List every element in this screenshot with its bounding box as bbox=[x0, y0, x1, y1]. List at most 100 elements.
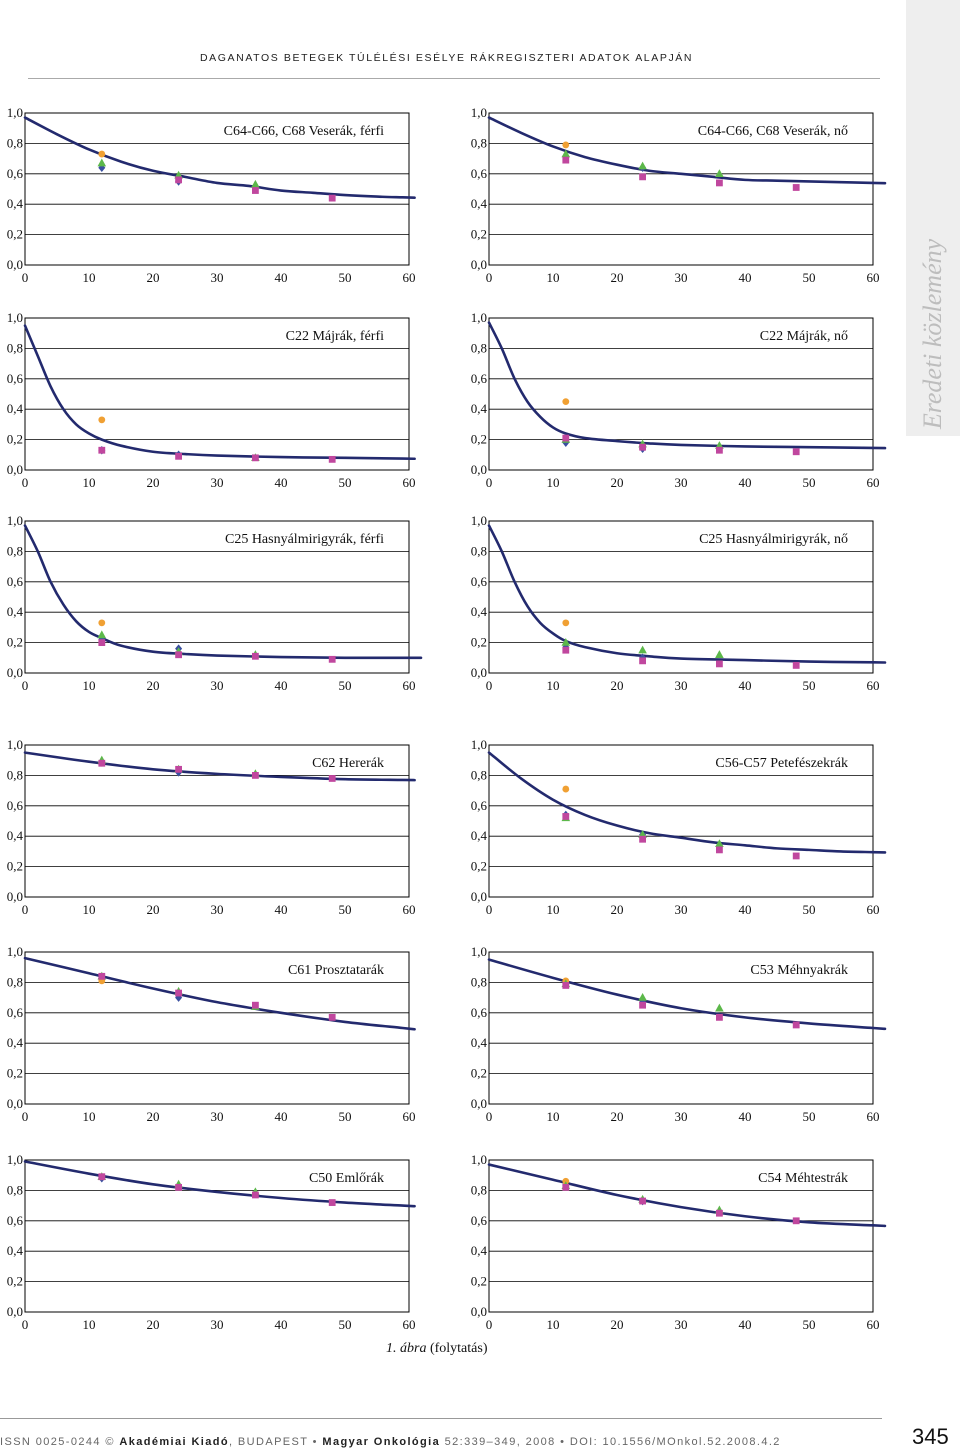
chart-title: C64-C66, C68 Veserák, férfi bbox=[224, 124, 384, 139]
footer-journal: Magyar Onkológia bbox=[322, 1436, 441, 1448]
chart-title: C61 Prosztatarák bbox=[288, 963, 384, 978]
y-tick-label: 0,4 bbox=[7, 1035, 24, 1050]
y-tick-label: 0,0 bbox=[7, 462, 23, 477]
x-tick-label: 10 bbox=[83, 475, 96, 490]
y-tick-label: 0,0 bbox=[471, 1304, 487, 1319]
chart-panel: 0,0 0,2 0,4 0,6 0,8 1,0 0 10 20 30 40 50 60 C64-C66, … bbox=[7, 105, 416, 285]
x-tick-label: 10 bbox=[83, 270, 96, 285]
x-tick-label: 50 bbox=[339, 678, 352, 693]
chart-panel: 0,0 0,2 0,4 0,6 0,8 1,0 0 10 20 30 40 50 60 C53 Méhny… bbox=[471, 944, 887, 1124]
x-tick-label: 50 bbox=[803, 678, 816, 693]
y-tick-label: 1,0 bbox=[7, 310, 23, 325]
chart-title: C64-C66, C68 Veserák, nő bbox=[698, 124, 848, 139]
survival-curve bbox=[487, 1163, 887, 1228]
data-point-triangle bbox=[561, 638, 571, 646]
x-tick-label: 20 bbox=[611, 270, 624, 285]
data-point-square bbox=[639, 657, 646, 665]
x-tick-label: 20 bbox=[611, 902, 624, 917]
y-tick-label: 0,8 bbox=[7, 974, 23, 989]
chart-title: C62 Hererák bbox=[312, 756, 384, 771]
data-point-square bbox=[252, 454, 259, 462]
data-point-triangle bbox=[715, 169, 724, 177]
x-tick-label: 60 bbox=[867, 1109, 880, 1124]
data-point-square bbox=[175, 1183, 182, 1191]
y-tick-label: 0,0 bbox=[471, 257, 487, 272]
x-tick-label: 20 bbox=[611, 678, 624, 693]
y-tick-label: 0,6 bbox=[471, 798, 488, 813]
y-tick-label: 0,6 bbox=[7, 166, 24, 181]
y-tick-label: 0,8 bbox=[7, 1182, 23, 1197]
data-point-square bbox=[792, 1217, 800, 1225]
data-point-triangle bbox=[97, 158, 107, 167]
x-tick-label: 20 bbox=[147, 678, 160, 693]
y-tick-label: 0,0 bbox=[7, 1096, 23, 1111]
x-tick-label: 60 bbox=[867, 902, 880, 917]
data-point-square bbox=[639, 1197, 646, 1205]
x-tick-label: 0 bbox=[22, 1317, 29, 1332]
data-point-triangle bbox=[561, 149, 571, 158]
y-tick-label: 0,8 bbox=[471, 1182, 487, 1197]
y-tick-label: 1,0 bbox=[471, 310, 487, 325]
y-tick-label: 0,2 bbox=[471, 1066, 487, 1081]
x-tick-label: 10 bbox=[547, 1317, 560, 1332]
y-tick-label: 0,6 bbox=[471, 574, 488, 589]
data-point-square bbox=[98, 759, 106, 767]
y-tick-label: 0,0 bbox=[471, 665, 487, 680]
y-tick-label: 0,4 bbox=[471, 828, 488, 843]
data-point-square bbox=[639, 835, 646, 843]
y-tick-label: 1,0 bbox=[7, 105, 23, 120]
x-tick-label: 30 bbox=[211, 1317, 224, 1332]
x-tick-label: 40 bbox=[739, 475, 752, 490]
y-tick-label: 0,6 bbox=[471, 166, 488, 181]
x-tick-label: 60 bbox=[867, 1317, 880, 1332]
x-tick-label: 30 bbox=[211, 475, 224, 490]
y-tick-label: 0,2 bbox=[7, 1066, 23, 1081]
x-tick-label: 60 bbox=[403, 270, 416, 285]
survival-curve bbox=[487, 321, 887, 450]
chart-title: C50 Emlőrák bbox=[309, 1171, 384, 1186]
data-point-circle bbox=[562, 619, 570, 627]
y-tick-label: 0,4 bbox=[471, 401, 488, 416]
x-tick-label: 40 bbox=[275, 1109, 288, 1124]
data-point-square bbox=[328, 1199, 336, 1206]
plot-frame bbox=[24, 744, 410, 898]
data-point-square bbox=[98, 972, 106, 980]
x-tick-label: 40 bbox=[275, 902, 288, 917]
x-tick-label: 60 bbox=[867, 270, 880, 285]
data-point-square bbox=[328, 655, 336, 663]
y-tick-label: 1,0 bbox=[7, 737, 23, 752]
chart-panel: 0,0 0,2 0,4 0,6 0,8 1,0 0 10 20 30 40 50 60 C25 Hasny… bbox=[7, 513, 423, 693]
y-tick-label: 0,2 bbox=[7, 227, 23, 242]
x-tick-label: 50 bbox=[339, 475, 352, 490]
footer-rule bbox=[0, 1418, 882, 1419]
data-point-circle bbox=[98, 619, 106, 627]
data-point-triangle bbox=[251, 179, 260, 188]
data-point-square bbox=[792, 184, 800, 191]
chart-panel: 0,0 0,2 0,4 0,6 0,8 1,0 0 10 20 30 40 50 60 C62 Herer… bbox=[7, 737, 416, 917]
data-point-square bbox=[716, 846, 723, 854]
y-tick-label: 0,2 bbox=[471, 635, 487, 650]
y-tick-label: 0,4 bbox=[471, 1243, 488, 1258]
y-tick-label: 0,8 bbox=[7, 767, 23, 782]
x-tick-label: 60 bbox=[867, 475, 880, 490]
x-tick-label: 30 bbox=[211, 902, 224, 917]
data-point-square bbox=[328, 1013, 336, 1021]
x-tick-label: 0 bbox=[486, 678, 493, 693]
data-point-square bbox=[716, 1209, 723, 1217]
y-tick-label: 0,0 bbox=[7, 1304, 23, 1319]
x-tick-label: 50 bbox=[339, 1109, 352, 1124]
figure-number: 1. ábra bbox=[386, 1341, 427, 1356]
y-tick-label: 0,6 bbox=[471, 1213, 488, 1228]
survival-curve bbox=[23, 1160, 416, 1208]
y-tick-label: 0,4 bbox=[471, 604, 488, 619]
data-point-square bbox=[175, 452, 182, 460]
y-tick-label: 0,2 bbox=[7, 432, 23, 447]
x-tick-label: 30 bbox=[211, 678, 224, 693]
x-tick-label: 10 bbox=[83, 1109, 96, 1124]
data-point-square bbox=[175, 651, 182, 659]
x-tick-label: 30 bbox=[211, 1109, 224, 1124]
y-tick-label: 0,2 bbox=[471, 859, 487, 874]
y-tick-label: 0,8 bbox=[7, 135, 23, 150]
x-tick-label: 60 bbox=[403, 678, 416, 693]
survival-curve bbox=[487, 751, 887, 854]
